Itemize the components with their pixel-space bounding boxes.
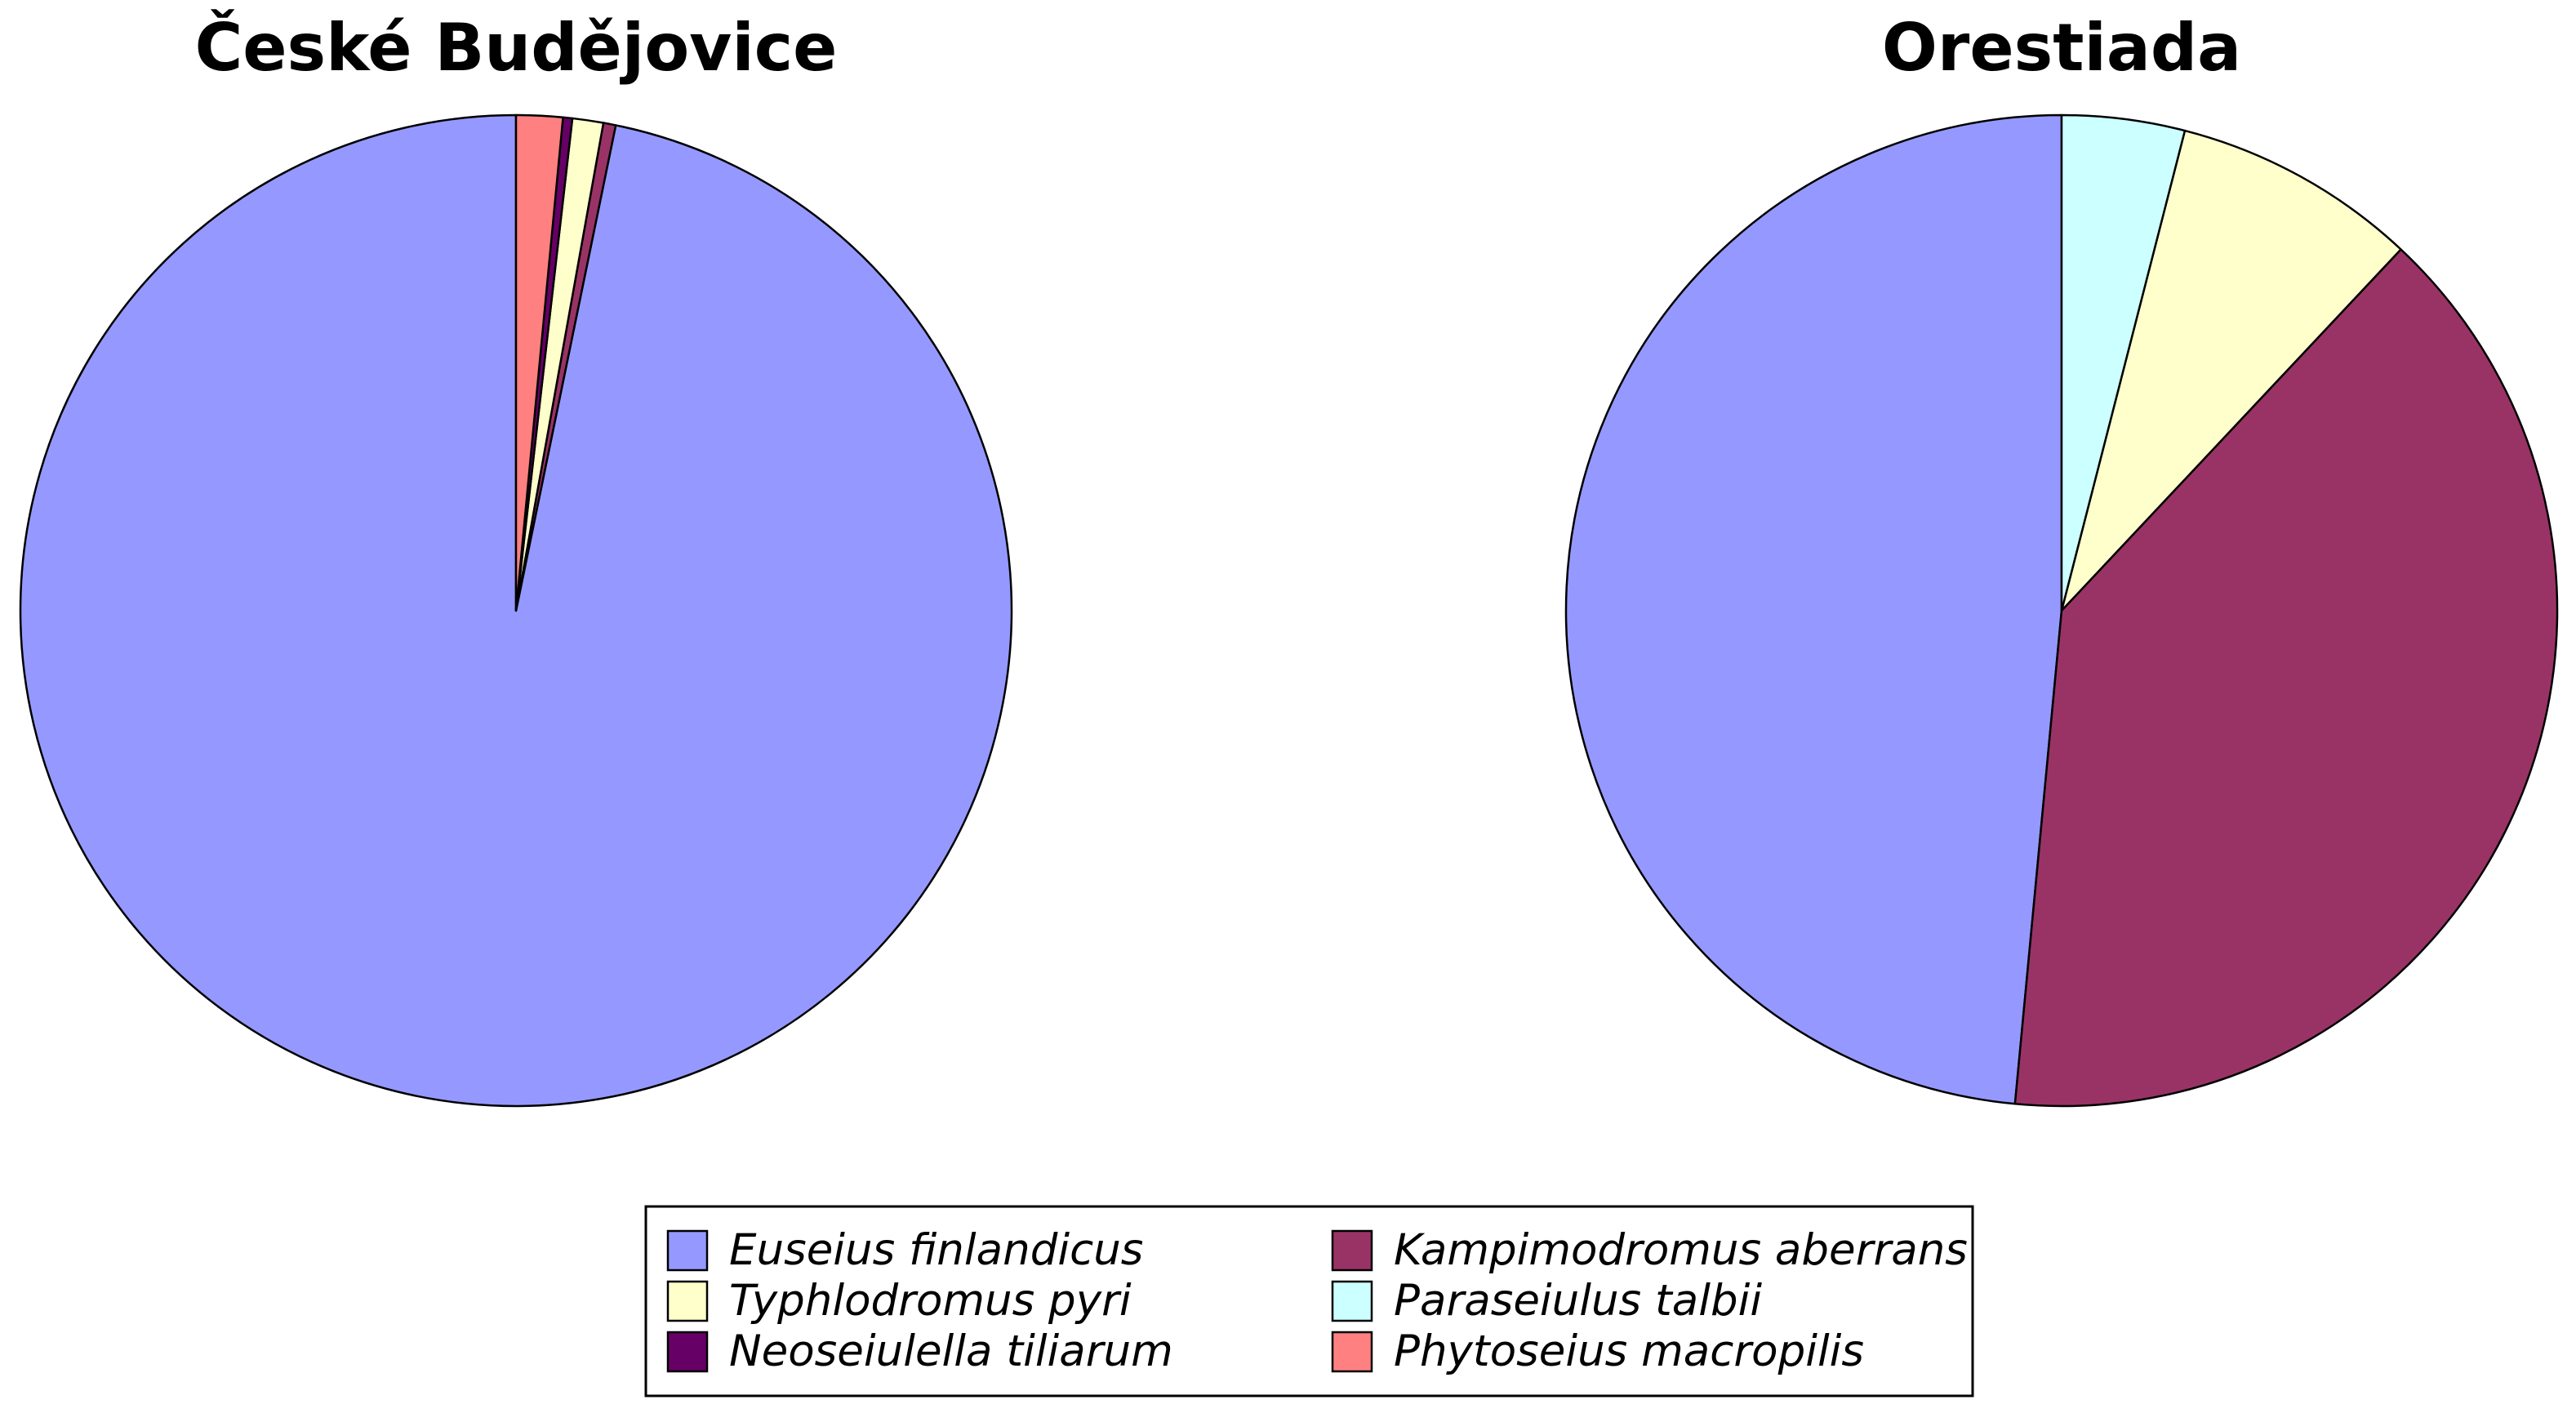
legend-label: Typhlodromus pyri — [729, 1276, 1132, 1326]
pie-slices — [19, 113, 1013, 1108]
legend-item: Kampimodromus aberrans — [1331, 1225, 1968, 1275]
pie-slice-phytoseius-macropilis — [514, 113, 564, 612]
pie-chart-orestiada: Orestiada — [1564, 10, 2559, 1108]
legend-item: Phytoseius macropilis — [1331, 1326, 1864, 1376]
legend-swatch — [666, 1280, 709, 1322]
legend-swatch — [1331, 1280, 1373, 1322]
pie-slices — [1564, 113, 2559, 1108]
legend-label: Neoseiulella tiliarum — [729, 1326, 1173, 1376]
legend-item: Paraseiulus talbii — [1331, 1276, 1762, 1326]
chart-title: Orestiada — [1882, 10, 2241, 86]
legend-item: Euseius finlandicus — [666, 1225, 1143, 1275]
legend: Euseius finlandicus Kampimodromus aberra… — [644, 1205, 1974, 1397]
legend-item: Neoseiulella tiliarum — [666, 1326, 1173, 1376]
legend-frame — [644, 1205, 1974, 1397]
legend-label: Paraseiulus talbii — [1394, 1276, 1762, 1326]
legend-label: Kampimodromus aberrans — [1394, 1225, 1968, 1275]
pie-chart-ceske-budejovice: České Budějovice — [19, 9, 1013, 1108]
legend-item: Typhlodromus pyri — [666, 1276, 1132, 1326]
legend-swatch — [1331, 1229, 1373, 1272]
legend-swatch — [666, 1229, 709, 1272]
legend-label: Phytoseius macropilis — [1394, 1326, 1864, 1376]
chart-title: České Budějovice — [195, 9, 838, 86]
legend-swatch — [666, 1331, 709, 1373]
legend-label: Euseius finlandicus — [729, 1225, 1143, 1275]
pie-slice-kampimodromus-aberrans — [2013, 248, 2559, 1108]
legend-swatch — [1331, 1331, 1373, 1373]
pie-slice-paraseiulus-talbii — [2060, 113, 2187, 612]
pie-slice-euseius-finlandicus — [1564, 113, 2063, 1105]
pie-slice-typhlodromus-pyri — [2060, 129, 2402, 612]
